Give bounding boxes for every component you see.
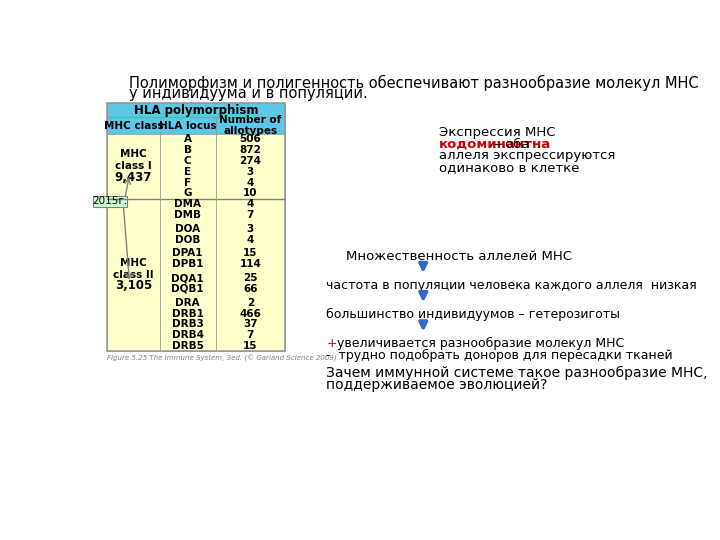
Text: DPA1: DPA1 [172,248,203,259]
Text: DOA: DOA [175,224,200,234]
Text: MHC
class II: MHC class II [113,258,153,280]
Text: Полиморфизм и полигенность обеспечивают разнообразие молекул МНС: Полиморфизм и полигенность обеспечивают … [129,75,698,91]
Text: 10: 10 [243,188,258,198]
Bar [107,199,285,351]
Text: DQB1: DQB1 [171,284,204,294]
Text: Figure 5.25 The Immune System, 3ed. (© Garland Science 2009): Figure 5.25 The Immune System, 3ed. (© G… [107,355,337,362]
Text: 3: 3 [247,167,254,177]
Text: A: A [184,134,192,145]
Text: 506: 506 [240,134,261,145]
Text: 9,437: 9,437 [114,171,152,184]
Text: Number of
allotypes: Number of allotypes [220,115,282,137]
Text: F: F [184,178,192,187]
Text: MHC class: MHC class [104,120,163,131]
Text: MHC
class I: MHC class I [115,150,152,171]
Text: 15: 15 [243,248,258,259]
Text: 274: 274 [240,156,261,166]
Text: HLA polymorphism: HLA polymorphism [134,104,258,117]
Text: у индивидуума и в популяции.: у индивидуума и в популяции. [129,85,367,100]
Text: 872: 872 [240,145,261,156]
Text: 4: 4 [247,178,254,187]
Text: DRB5: DRB5 [171,341,204,351]
Text: 2015г.: 2015г. [93,197,127,206]
Text: большинство индивидуумов – гетерозиготы: большинство индивидуумов – гетерозиготы [326,308,621,321]
Text: 66: 66 [243,284,258,294]
Text: кодоминантна: кодоминантна [438,138,551,151]
Text: Множественность аллелей МНС: Множественность аллелей МНС [346,249,572,262]
Text: частота в популяции человека каждого аллеля  низкая: частота в популяции человека каждого алл… [326,279,697,292]
Text: DRA: DRA [176,298,200,308]
Text: DMB: DMB [174,210,201,220]
Text: 114: 114 [240,259,261,269]
Text: 37: 37 [243,319,258,329]
Text: 3: 3 [247,224,254,234]
Text: поддерживаемое эволюцией?: поддерживаемое эволюцией? [326,378,548,392]
Text: B: B [184,145,192,156]
Text: 2: 2 [247,298,254,308]
Bar [160,117,215,134]
Text: 4: 4 [247,234,254,245]
Bar [107,103,285,351]
Text: DRB1: DRB1 [171,308,204,319]
Text: E: E [184,167,192,177]
Text: – оба: – оба [490,138,529,151]
Bar [107,199,285,351]
Text: G: G [184,188,192,198]
Text: -  трудно подобрать доноров для пересадки тканей: - трудно подобрать доноров для пересадки… [326,349,673,362]
Text: аллеля экспрессируются: аллеля экспрессируются [438,150,615,163]
Text: 7: 7 [247,330,254,340]
Text: 3,105: 3,105 [114,279,152,292]
Bar [215,117,285,134]
Text: DOB: DOB [175,234,200,245]
Text: Экспрессия МНС: Экспрессия МНС [438,126,555,139]
Text: DMA: DMA [174,199,201,209]
Text: DRB4: DRB4 [171,330,204,340]
Text: увеличивается разнообразие молекул МНС: увеличивается разнообразие молекул МНС [333,338,624,350]
Text: HLA locus: HLA locus [159,120,217,131]
Text: DQA1: DQA1 [171,273,204,283]
Bar [107,134,285,199]
Text: Зачем иммунной системе такое разнообразие МНС,: Зачем иммунной системе такое разнообрази… [326,366,708,380]
Text: 25: 25 [243,273,258,283]
Bar [107,103,285,117]
Bar [107,117,160,134]
FancyBboxPatch shape [93,195,127,207]
Text: 15: 15 [243,341,258,351]
Text: одинаково в клетке: одинаково в клетке [438,161,580,174]
Text: 4: 4 [247,199,254,209]
Text: 7: 7 [247,210,254,220]
Text: DPB1: DPB1 [172,259,204,269]
Bar [107,134,285,199]
Text: +: + [326,338,337,350]
Text: DRB3: DRB3 [171,319,204,329]
Text: C: C [184,156,192,166]
Text: 466: 466 [240,308,261,319]
